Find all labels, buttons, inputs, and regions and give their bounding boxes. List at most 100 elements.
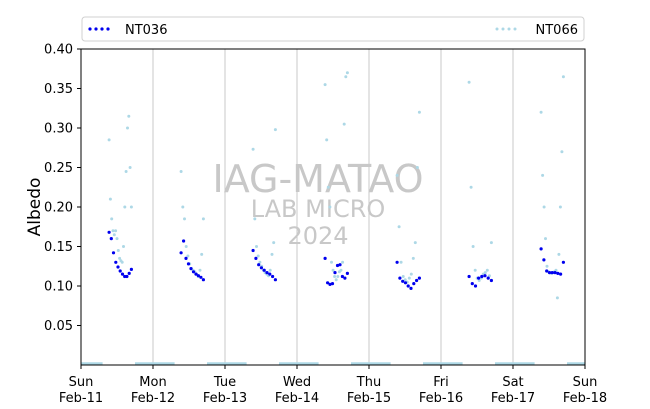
legend-dot xyxy=(513,27,517,31)
data-point-nt066 xyxy=(123,205,127,209)
data-point-nt066 xyxy=(181,205,185,209)
data-point-nt036 xyxy=(409,286,413,290)
data-point-nt036 xyxy=(107,230,111,234)
data-point-nt066 xyxy=(253,217,257,221)
data-point-nt036 xyxy=(179,251,183,255)
x-tick-day: Fri xyxy=(433,375,449,390)
data-point-nt036 xyxy=(111,251,116,255)
data-point-nt066 xyxy=(323,83,327,87)
data-point-nt036 xyxy=(467,274,471,279)
data-point-nt066 xyxy=(255,245,258,248)
data-point-nt066 xyxy=(333,275,337,278)
y-axis-title: Albedo xyxy=(25,178,45,237)
data-point-nt036 xyxy=(486,276,490,280)
data-point-nt066 xyxy=(112,233,116,237)
watermark-line-2: LAB MICRO xyxy=(251,195,386,223)
data-point-nt066 xyxy=(542,205,546,209)
data-point-nt066 xyxy=(201,217,205,221)
data-point-nt036 xyxy=(345,271,349,275)
data-point-nt066 xyxy=(413,241,417,245)
y-tick-label: 0.10 xyxy=(44,280,73,295)
data-point-nt036 xyxy=(251,248,255,253)
data-point-nt066 xyxy=(198,268,202,272)
data-point-nt066 xyxy=(330,260,333,264)
data-point-nt066 xyxy=(541,173,545,177)
legend-dot xyxy=(495,27,499,31)
data-point-nt036 xyxy=(340,274,344,279)
data-point-nt036 xyxy=(483,274,487,278)
data-point-nt066 xyxy=(344,75,348,79)
marks-layer xyxy=(81,71,585,365)
data-point-nt066 xyxy=(184,245,188,248)
data-point-nt036 xyxy=(201,278,205,282)
x-tick-day: Sun xyxy=(573,375,598,390)
data-point-nt036 xyxy=(553,271,557,275)
data-point-nt036 xyxy=(114,260,118,264)
data-point-nt066 xyxy=(183,217,186,221)
data-point-nt066 xyxy=(539,110,543,114)
x-tick-date: Feb-14 xyxy=(275,391,319,406)
data-point-nt066 xyxy=(397,225,401,229)
data-point-nt036 xyxy=(561,260,566,264)
data-point-nt066 xyxy=(108,197,112,201)
data-point-nt036 xyxy=(489,278,493,283)
data-point-nt036 xyxy=(539,247,543,251)
data-point-nt036 xyxy=(259,266,263,270)
y-tick-label: 0.30 xyxy=(44,122,73,137)
data-point-nt036 xyxy=(401,279,405,283)
x-tick-day: Thu xyxy=(356,375,381,390)
legend-box xyxy=(81,16,585,42)
data-point-nt066 xyxy=(487,274,491,278)
data-point-nt066 xyxy=(483,271,487,275)
data-point-nt036 xyxy=(116,265,120,269)
data-point-nt066 xyxy=(467,80,471,84)
data-point-nt036 xyxy=(403,281,408,285)
x-tick-date: Feb-15 xyxy=(347,391,391,406)
data-point-nt036 xyxy=(182,239,186,243)
watermark-line-3: 2024 xyxy=(287,222,348,250)
data-point-nt066 xyxy=(111,229,115,233)
legend-dot xyxy=(106,27,110,31)
y-tick-label: 0.05 xyxy=(44,319,73,334)
x-tick-day: Mon xyxy=(139,375,166,390)
data-point-nt066 xyxy=(115,237,119,241)
x-tick-date: Feb-13 xyxy=(203,391,247,406)
grid-layer xyxy=(152,49,514,365)
data-point-nt066 xyxy=(417,110,421,114)
data-point-nt036 xyxy=(545,269,549,273)
data-point-nt036 xyxy=(109,237,113,241)
data-point-nt066 xyxy=(561,75,565,79)
data-point-nt066 xyxy=(407,276,411,280)
legend-dot xyxy=(100,27,104,31)
x-tick-day: Tue xyxy=(213,375,236,390)
data-point-nt066 xyxy=(328,205,332,209)
data-point-nt036 xyxy=(559,272,563,276)
data-point-nt036 xyxy=(129,267,133,271)
data-point-nt036 xyxy=(127,271,131,275)
data-point-nt066 xyxy=(399,260,403,264)
legend-dot xyxy=(507,27,511,31)
axes-layer: 0.050.100.150.200.250.300.350.40SunFeb-1… xyxy=(44,43,607,407)
data-point-nt036 xyxy=(199,275,203,279)
data-point-nt036 xyxy=(262,268,266,272)
data-point-nt066 xyxy=(200,252,204,256)
data-point-nt036 xyxy=(186,262,191,266)
x-tick-date: Feb-11 xyxy=(59,391,103,406)
data-point-nt066 xyxy=(401,275,405,278)
data-point-nt066 xyxy=(122,245,125,248)
data-point-nt066 xyxy=(126,126,129,130)
data-point-nt036 xyxy=(412,282,416,286)
data-point-nt036 xyxy=(473,284,478,288)
data-point-nt066 xyxy=(118,256,122,260)
data-point-nt066 xyxy=(558,205,562,209)
data-point-nt066 xyxy=(179,170,183,173)
data-point-nt036 xyxy=(254,256,258,260)
legend-marker-nt036 xyxy=(88,27,110,31)
watermark-line-1: IAG-MATAO xyxy=(212,157,423,201)
x-tick-day: Sat xyxy=(502,375,523,390)
data-point-nt066 xyxy=(395,173,399,177)
x-tick-date: Feb-18 xyxy=(563,391,607,406)
data-point-nt066 xyxy=(555,296,559,300)
data-point-nt036 xyxy=(257,263,261,267)
